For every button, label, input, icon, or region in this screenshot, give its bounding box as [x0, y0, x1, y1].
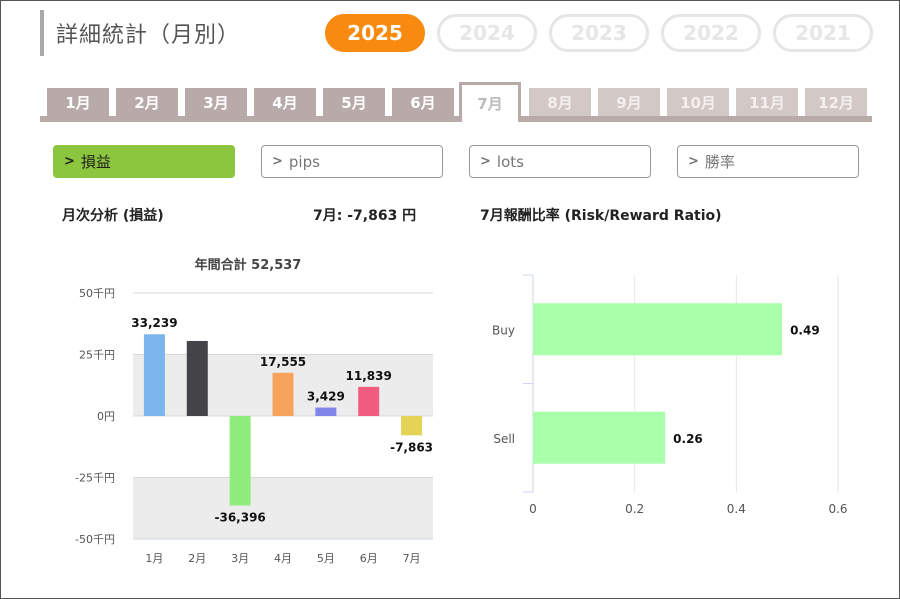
- rr-heading: 7月報酬比率 (Risk/Reward Ratio): [480, 208, 722, 224]
- year-button-2024[interactable]: 2024: [437, 14, 537, 52]
- x-tick-label: 0.6: [828, 502, 847, 516]
- chevron-right-icon: >: [480, 154, 491, 169]
- filter-label: 勝率: [704, 153, 735, 171]
- chevron-right-icon: >: [64, 154, 75, 169]
- x-tick-label: 0.4: [727, 502, 746, 516]
- y-tick-label: 0円: [97, 410, 115, 423]
- filter-profit-button[interactable]: > 損益: [53, 145, 235, 178]
- bar: [533, 411, 666, 464]
- month-tabs: 1月 2月 3月 4月 5月 6月 7月 8月 9月 10月 11月 12月: [40, 80, 872, 122]
- page-title: 詳細統計（月別）: [56, 23, 241, 48]
- tab-month-5[interactable]: 5月: [323, 88, 385, 116]
- year-button-2022[interactable]: 2022: [661, 14, 761, 52]
- filter-pips-button[interactable]: > pips: [261, 145, 443, 178]
- x-tick-label: 7月: [403, 552, 421, 565]
- tab-month-8[interactable]: 8月: [529, 88, 591, 116]
- tab-month-11[interactable]: 11月: [736, 88, 798, 116]
- tab-month-10[interactable]: 10月: [667, 88, 729, 116]
- tab-month-2[interactable]: 2月: [116, 88, 178, 116]
- bar: [358, 386, 380, 416]
- tabs-baseline: [40, 116, 872, 122]
- metric-filters: > 損益 > pips > lots > 勝率: [53, 145, 859, 178]
- bar: [143, 334, 165, 416]
- filter-lots-button[interactable]: > lots: [469, 145, 651, 178]
- y-tick-label: -50千円: [75, 533, 115, 546]
- bar: [533, 303, 783, 356]
- x-tick-label: 4月: [274, 552, 292, 565]
- x-tick-label: 0: [529, 502, 537, 516]
- monthly-analysis-heading: 月次分析 (損益): [62, 208, 164, 224]
- data-label: -7,863: [390, 440, 433, 454]
- y-tick-label: -25千円: [75, 472, 115, 485]
- year-button-2025[interactable]: 2025: [325, 14, 425, 52]
- y-tick-label: Buy: [492, 323, 515, 337]
- filter-winrate-button[interactable]: > 勝率: [677, 145, 859, 178]
- bar: [272, 372, 294, 416]
- tab-month-6[interactable]: 6月: [392, 88, 454, 116]
- year-button-2023[interactable]: 2023: [549, 14, 649, 52]
- bar: [229, 416, 251, 506]
- page-title-block: 詳細統計（月別）: [40, 10, 240, 56]
- chevron-right-icon: >: [272, 154, 283, 169]
- tab-month-1[interactable]: 1月: [47, 88, 109, 116]
- data-label: -36,396: [214, 511, 265, 525]
- x-tick-label: 5月: [317, 552, 335, 565]
- x-tick-label: 1月: [145, 552, 163, 565]
- year-button-2021[interactable]: 2021: [773, 14, 873, 52]
- x-tick-label: 2月: [188, 552, 206, 565]
- chart-title: 年間合計 52,537: [195, 257, 302, 273]
- y-tick-label: Sell: [493, 432, 515, 446]
- data-label: 17,555: [260, 355, 306, 369]
- tab-month-4[interactable]: 4月: [254, 88, 316, 116]
- tab-month-3[interactable]: 3月: [185, 88, 247, 116]
- filter-label: pips: [288, 152, 320, 171]
- x-tick-label: 6月: [360, 552, 378, 565]
- x-tick-label: 0.2: [625, 502, 644, 516]
- chevron-right-icon: >: [688, 154, 699, 169]
- y-tick-label: 25千円: [79, 349, 115, 362]
- year-selector: 2025 2024 2023 2022 2021: [325, 14, 873, 52]
- plot-band: [133, 477, 433, 539]
- month-summary: 7月: -7,863 円: [313, 208, 417, 224]
- tab-month-7[interactable]: 7月: [459, 82, 521, 122]
- bar: [186, 340, 208, 416]
- tab-month-12[interactable]: 12月: [805, 88, 867, 116]
- data-label: 3,429: [307, 390, 345, 404]
- filter-label: lots: [496, 152, 524, 171]
- filter-label: 損益: [80, 153, 111, 171]
- bar: [315, 407, 337, 416]
- bar: [401, 416, 423, 436]
- data-label: 0.26: [673, 432, 703, 446]
- data-label: 33,239: [131, 316, 177, 330]
- data-label: 11,839: [346, 369, 392, 383]
- tab-month-9[interactable]: 9月: [598, 88, 660, 116]
- x-tick-label: 3月: [231, 552, 249, 565]
- data-label: 0.49: [790, 323, 820, 337]
- y-tick-label: 50千円: [79, 287, 115, 300]
